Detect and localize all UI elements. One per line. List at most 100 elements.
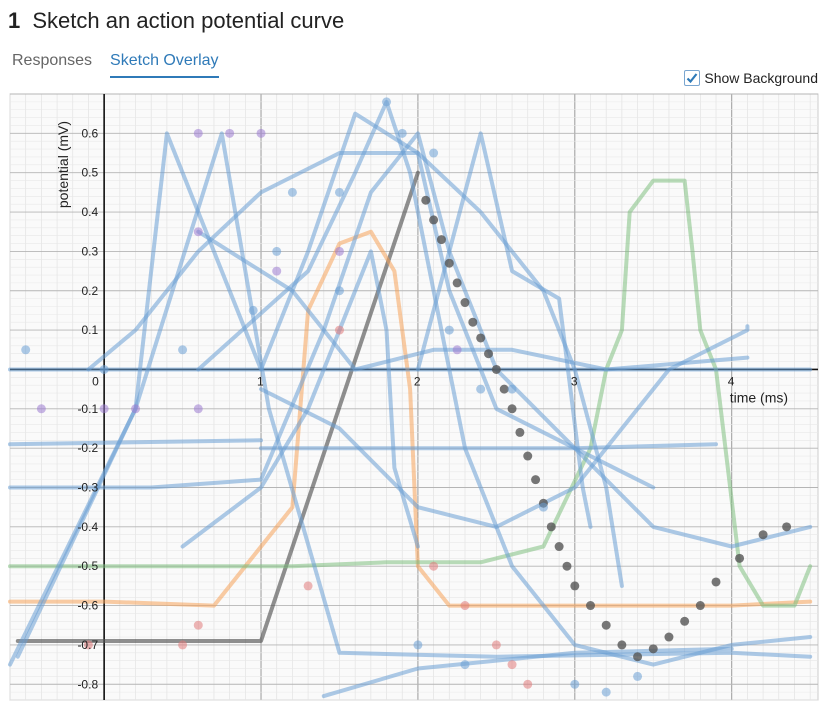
chart-ticks: 0 1 2 3 4 0.6 0.5 0.4 0.3 0.2 0.1 -0.1 -0.2 -0.3 -0.4 -… (77, 126, 734, 691)
data-point-gray (491, 364, 501, 374)
x-tick-label: 3 (571, 374, 578, 388)
y-tick-label: -0.3 (77, 481, 98, 495)
data-point-gray (570, 581, 580, 591)
data-point-purple (36, 404, 46, 414)
data-point-blue (413, 640, 423, 650)
data-point-gray (562, 561, 572, 571)
y-tick-label: -0.5 (77, 559, 98, 573)
data-point-gray (429, 215, 439, 225)
y-tick-label: -0.4 (77, 520, 98, 534)
series-line-blue-14 (196, 229, 750, 372)
action-potential-chart[interactable]: 0 1 2 3 4 0.6 0.5 0.4 0.3 0.2 0.1 -0.1 -0.2 -0.3 -0.4 -… (0, 90, 838, 712)
x-tick-label: 4 (728, 374, 735, 388)
tab-sketch-overlay[interactable]: Sketch Overlay (110, 52, 219, 78)
data-point-purple (452, 345, 462, 355)
chart-series (8, 99, 813, 699)
show-background-label: Show Background (704, 70, 818, 86)
data-point-purple (99, 404, 109, 414)
data-point-gray (476, 333, 486, 343)
data-point-red (83, 640, 93, 650)
data-point-blue (99, 364, 109, 374)
data-point-red (334, 325, 344, 335)
data-point-red (303, 581, 313, 591)
checkmark-icon (687, 73, 698, 84)
data-point-blue (287, 187, 297, 197)
data-point-purple (131, 404, 141, 414)
tab-bar: Responses Sketch Overlay (12, 52, 219, 78)
data-point-blue (397, 128, 407, 138)
data-point-blue (21, 345, 31, 355)
tab-responses[interactable]: Responses (12, 52, 93, 69)
data-point-gray (499, 384, 509, 394)
data-point-gray (507, 404, 517, 414)
data-point-blue (507, 384, 517, 394)
series-line-orange-1 (8, 229, 813, 608)
data-point-purple (193, 404, 203, 414)
data-point-purple (334, 246, 344, 256)
data-point-gray (452, 278, 462, 288)
x-axis-label: time (ms) (730, 389, 788, 405)
series-line-green-2 (8, 178, 813, 608)
data-point-blue (476, 384, 486, 394)
data-point-red (193, 620, 203, 630)
question-title: 1 Sketch an action potential curve (8, 8, 344, 34)
data-point-blue (444, 325, 454, 335)
data-point-purple (272, 266, 282, 276)
y-tick-label: 0.3 (81, 244, 98, 258)
data-point-blue (633, 671, 643, 681)
data-point-gray (695, 601, 705, 611)
series-line-blue-11 (415, 131, 593, 529)
data-point-gray (515, 427, 525, 437)
data-point-gray (421, 195, 431, 205)
y-tick-label: -0.2 (77, 441, 98, 455)
question-text: Sketch an action potential curve (32, 8, 345, 33)
data-point-gray (711, 577, 721, 587)
data-point-blue (178, 345, 188, 355)
y-axis-label: potential (mV) (55, 121, 71, 208)
series-line-blue-12 (180, 249, 420, 549)
data-point-gray (617, 640, 627, 650)
data-point-gray (782, 522, 792, 532)
data-point-gray (735, 553, 745, 563)
data-point-blue (382, 97, 392, 107)
series-line-blue-6 (196, 99, 813, 667)
data-point-purple (225, 128, 235, 138)
data-point-blue (272, 246, 282, 256)
x-tick-label: 0 (92, 374, 99, 388)
data-point-blue (570, 679, 580, 689)
data-point-gray (680, 616, 690, 626)
y-tick-label: -0.7 (77, 638, 98, 652)
y-tick-label: -0.1 (77, 402, 98, 416)
series-line-blue-10 (259, 324, 750, 529)
series-line-blue-15 (86, 151, 624, 588)
series-line-gray-0 (15, 170, 420, 643)
data-point-gray (468, 317, 478, 327)
data-point-blue (429, 148, 439, 158)
y-tick-label: 0.1 (81, 323, 98, 337)
data-point-blue (460, 660, 470, 670)
data-point-red (523, 679, 533, 689)
data-point-purple (193, 128, 203, 138)
data-point-gray (664, 632, 674, 642)
y-tick-label: 0.5 (81, 166, 98, 180)
data-point-gray (546, 522, 556, 532)
show-background-checkbox[interactable] (684, 70, 701, 86)
data-point-gray (633, 652, 643, 662)
series-line-blue-9 (8, 131, 656, 490)
data-point-red (429, 561, 439, 571)
series-line-blue-7 (8, 438, 263, 447)
x-tick-label: 1 (257, 374, 264, 388)
data-point-red (491, 640, 501, 650)
data-point-purple (193, 227, 203, 237)
data-point-gray (586, 601, 596, 611)
data-point-gray (484, 349, 494, 359)
y-tick-label: 0.4 (81, 205, 98, 219)
data-point-gray (648, 644, 658, 654)
data-point-red (460, 601, 470, 611)
data-point-gray (601, 620, 611, 630)
data-point-gray (460, 298, 470, 308)
show-background-toggle[interactable]: Show Background (684, 70, 818, 86)
data-point-red (178, 640, 188, 650)
y-tick-label: 0.6 (81, 126, 98, 140)
data-point-gray (758, 530, 768, 540)
